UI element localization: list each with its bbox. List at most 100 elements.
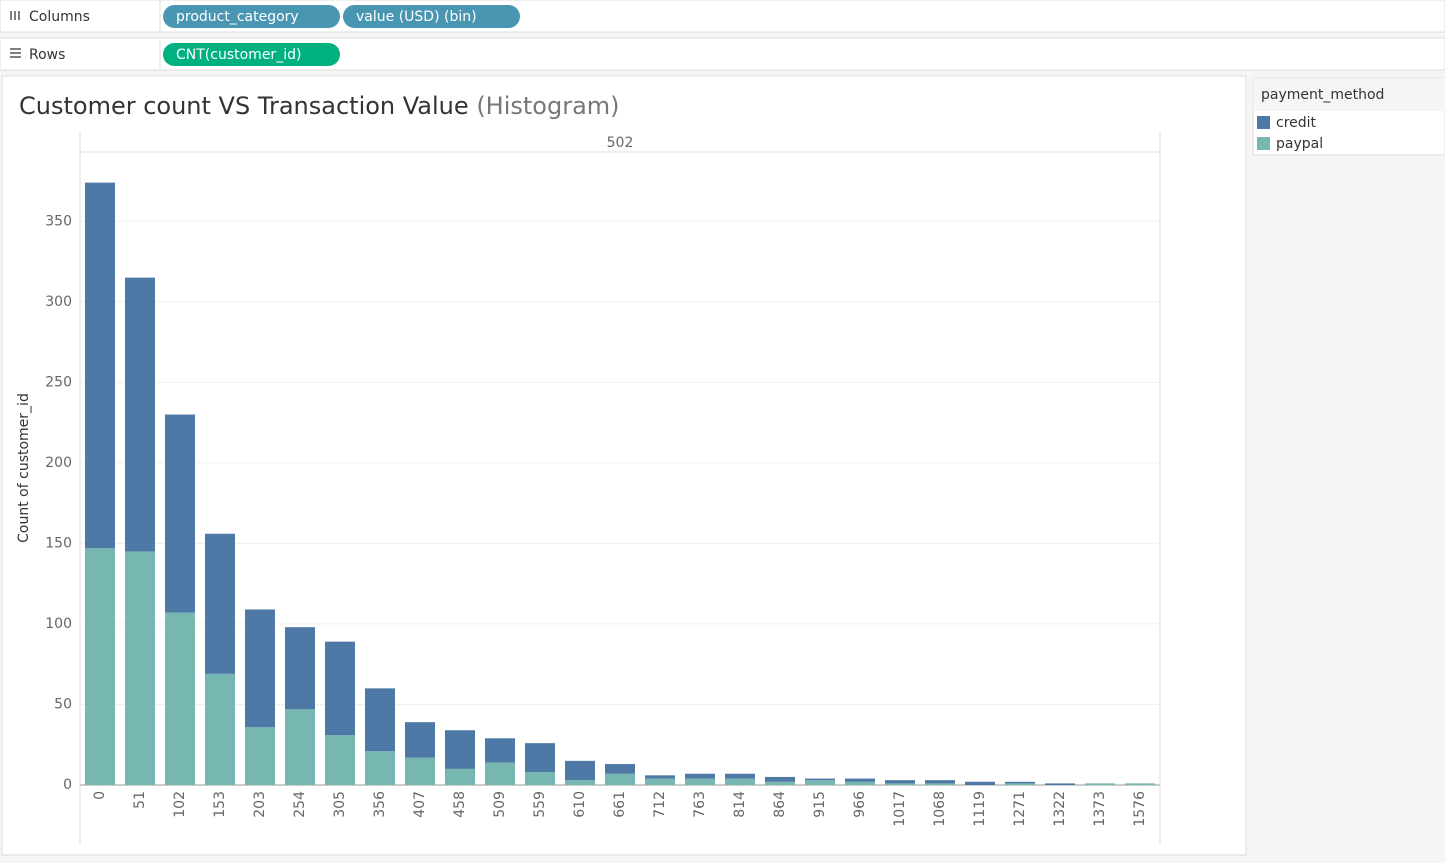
- x-tick-label: 610: [572, 791, 588, 818]
- x-tick-label: 864: [772, 791, 788, 818]
- legend-swatch[interactable]: [1257, 137, 1270, 150]
- bar-segment: [565, 760, 595, 781]
- x-tick-label: 153: [212, 791, 228, 818]
- x-tick-label: 1017: [892, 791, 908, 827]
- legend-label[interactable]: credit: [1276, 115, 1317, 131]
- bar-segment: [965, 781, 995, 785]
- x-tick-label: 814: [732, 791, 748, 818]
- bar-segment: [805, 778, 835, 781]
- bar-segment: [485, 762, 515, 785]
- bar-segment: [1125, 783, 1155, 785]
- y-tick-label: 200: [45, 455, 72, 471]
- bar-segment: [445, 730, 475, 769]
- x-tick-label: 407: [412, 791, 428, 818]
- pill[interactable]: [163, 43, 340, 66]
- x-tick-label: 51: [132, 791, 148, 809]
- bar-segment: [125, 277, 155, 552]
- bar-segment: [245, 727, 275, 785]
- rows-icon: [10, 48, 21, 58]
- bar-segment: [365, 751, 395, 785]
- x-tick-label: 915: [812, 791, 828, 818]
- bar-segment: [845, 778, 875, 782]
- bar-segment: [765, 776, 795, 782]
- x-tick-label: 966: [852, 791, 868, 818]
- y-tick-label: 350: [45, 213, 72, 229]
- bar-segment: [285, 709, 315, 785]
- x-tick-label: 1322: [1052, 791, 1068, 827]
- bar-segment: [885, 780, 915, 784]
- plot: 0 50 100 150 200 250 300 350 0 51 102 153 203 254 305 3…: [45, 182, 1160, 827]
- bar-segment: [125, 551, 155, 785]
- bar-segment: [165, 612, 195, 785]
- bar-segment: [685, 773, 715, 779]
- bar-segment: [725, 773, 755, 779]
- y-tick-label: 50: [54, 696, 72, 712]
- pill-label[interactable]: CNT(customer_id): [176, 47, 301, 63]
- bar-segment: [405, 722, 435, 758]
- bar-segment: [165, 414, 195, 613]
- bar-segment: [645, 775, 675, 779]
- bar-segment: [365, 688, 395, 752]
- bar-segment: [85, 548, 115, 785]
- bar-segment: [205, 673, 235, 785]
- x-tick-label: 1119: [972, 791, 988, 827]
- pill-label[interactable]: product_category: [176, 9, 299, 25]
- y-tick-label: 250: [45, 374, 72, 390]
- legend-header: [1253, 78, 1445, 111]
- x-tick-label: 305: [332, 791, 348, 818]
- legend-title: payment_method: [1261, 87, 1384, 103]
- shelf-label: Columns: [29, 9, 90, 25]
- bar-segment: [685, 778, 715, 785]
- bar-segment: [605, 764, 635, 774]
- x-tick-label: 661: [612, 791, 628, 818]
- column-header: 502: [607, 135, 634, 151]
- pill-label[interactable]: value (USD) (bin): [356, 9, 477, 25]
- bar-segment: [1045, 783, 1075, 785]
- x-tick-label: 559: [532, 791, 548, 818]
- bar-segment: [1005, 781, 1035, 784]
- legend-swatch[interactable]: [1257, 116, 1270, 129]
- x-tick-label: 0: [92, 791, 108, 800]
- bar-segment: [765, 781, 795, 785]
- x-tick-label: 1576: [1132, 791, 1148, 827]
- shelf-label: Rows: [29, 47, 65, 63]
- bar-segment: [205, 533, 235, 674]
- bar-segment: [725, 778, 755, 785]
- x-tick-label: 1271: [1012, 791, 1028, 827]
- y-tick-label: 300: [45, 294, 72, 310]
- bar-segment: [325, 735, 355, 785]
- bar-segment: [525, 772, 555, 785]
- bar-segment: [485, 738, 515, 763]
- x-tick-label: 1068: [932, 791, 948, 827]
- x-tick-label: 509: [492, 791, 508, 818]
- bar-segment: [1085, 783, 1115, 785]
- legend-items: credit paypal: [1257, 115, 1323, 152]
- bar-segment: [605, 773, 635, 785]
- bar-segment: [845, 781, 875, 785]
- chart-title: Customer count VS Transaction Value (His…: [19, 92, 620, 120]
- title-main: Customer count VS Transaction Value: [19, 92, 469, 120]
- bar-segment: [805, 780, 835, 785]
- bar-segment: [325, 641, 355, 736]
- x-tick-label: 203: [252, 791, 268, 818]
- pill[interactable]: [163, 5, 340, 28]
- x-tick-label: 763: [692, 791, 708, 818]
- bar-segment: [85, 182, 115, 549]
- y-tick-label: 150: [45, 535, 72, 551]
- y-tick-label: 0: [63, 777, 72, 793]
- x-tick-label: 102: [172, 791, 188, 818]
- x-tick-label: 1373: [1092, 791, 1108, 827]
- bar-segment: [565, 780, 595, 785]
- bar-segment: [1005, 783, 1035, 785]
- bar-segment: [925, 783, 955, 785]
- bar-segment: [285, 627, 315, 710]
- x-tick-label: 712: [652, 791, 668, 818]
- pill[interactable]: [343, 5, 520, 28]
- y-axis-title: Count of customer_id: [16, 393, 32, 543]
- x-tick-label: 356: [372, 791, 388, 818]
- legend-label[interactable]: paypal: [1276, 136, 1323, 152]
- bar-segment: [525, 743, 555, 773]
- x-tick-label: 254: [292, 791, 308, 818]
- title-sub: (Histogram): [476, 92, 619, 120]
